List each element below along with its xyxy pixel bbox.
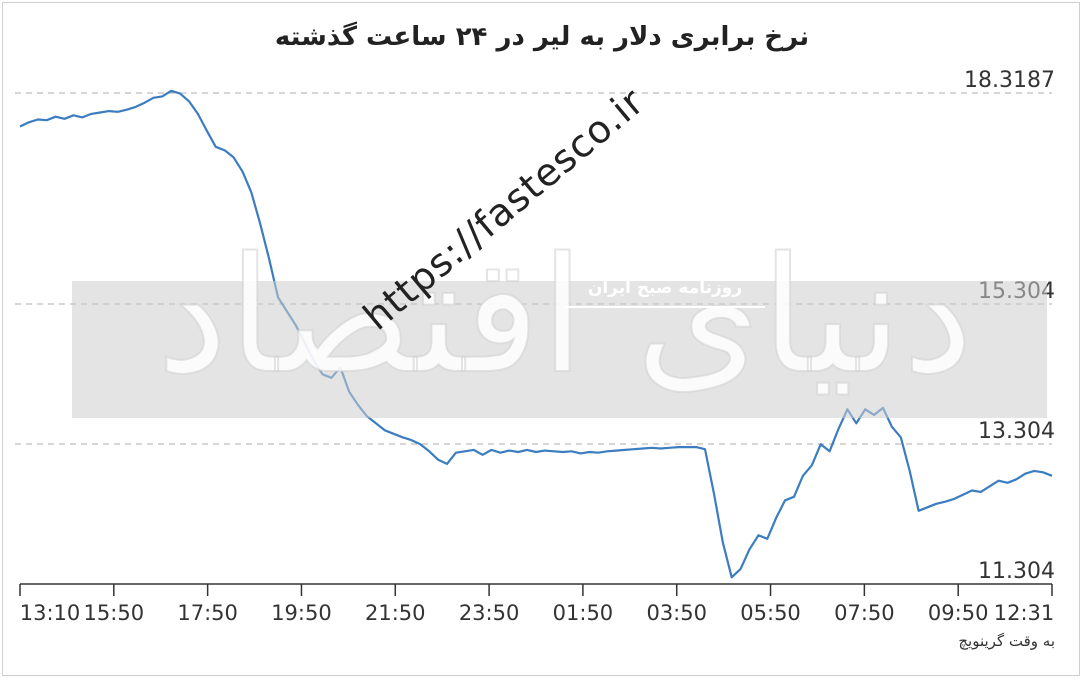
x-axis: 13:10 15:50 17:50 19:50 21:50 23:50 01:50 03:50… [19,583,1055,625]
x-tick-label: 23:50 [459,601,520,625]
x-tick-label: 13:10 [20,601,81,625]
watermark-subtitle: روزنامه صبح ایران [565,278,765,308]
watermark-brand: دنیای اقتصاد [156,222,975,409]
watermark-banner [72,281,1047,418]
x-tick-label: 01:50 [553,601,614,625]
x-tick-label: 15:50 [84,601,145,625]
x-tick-label: 09:50 [928,601,989,625]
x-tick-label: 03:50 [646,601,707,625]
x-tick-label: 21:50 [365,601,426,625]
x-tick-label: 12:31 [994,601,1055,625]
y-tick-label: 13.304 [978,419,1055,444]
x-tick-label: 07:50 [834,601,895,625]
x-tick-label: 05:50 [740,601,801,625]
y-tick-label: 18.3187 [964,68,1055,93]
chart-title: نرخ برابری دلار به لیر در ۲۴ ساعت گذشته [274,22,810,52]
x-tick-label: 19:50 [271,601,332,625]
x-axis-label: به وقت گرینویچ [958,632,1055,650]
y-tick-label: 11.304 [978,559,1055,584]
x-tick-label: 17:50 [177,601,238,625]
